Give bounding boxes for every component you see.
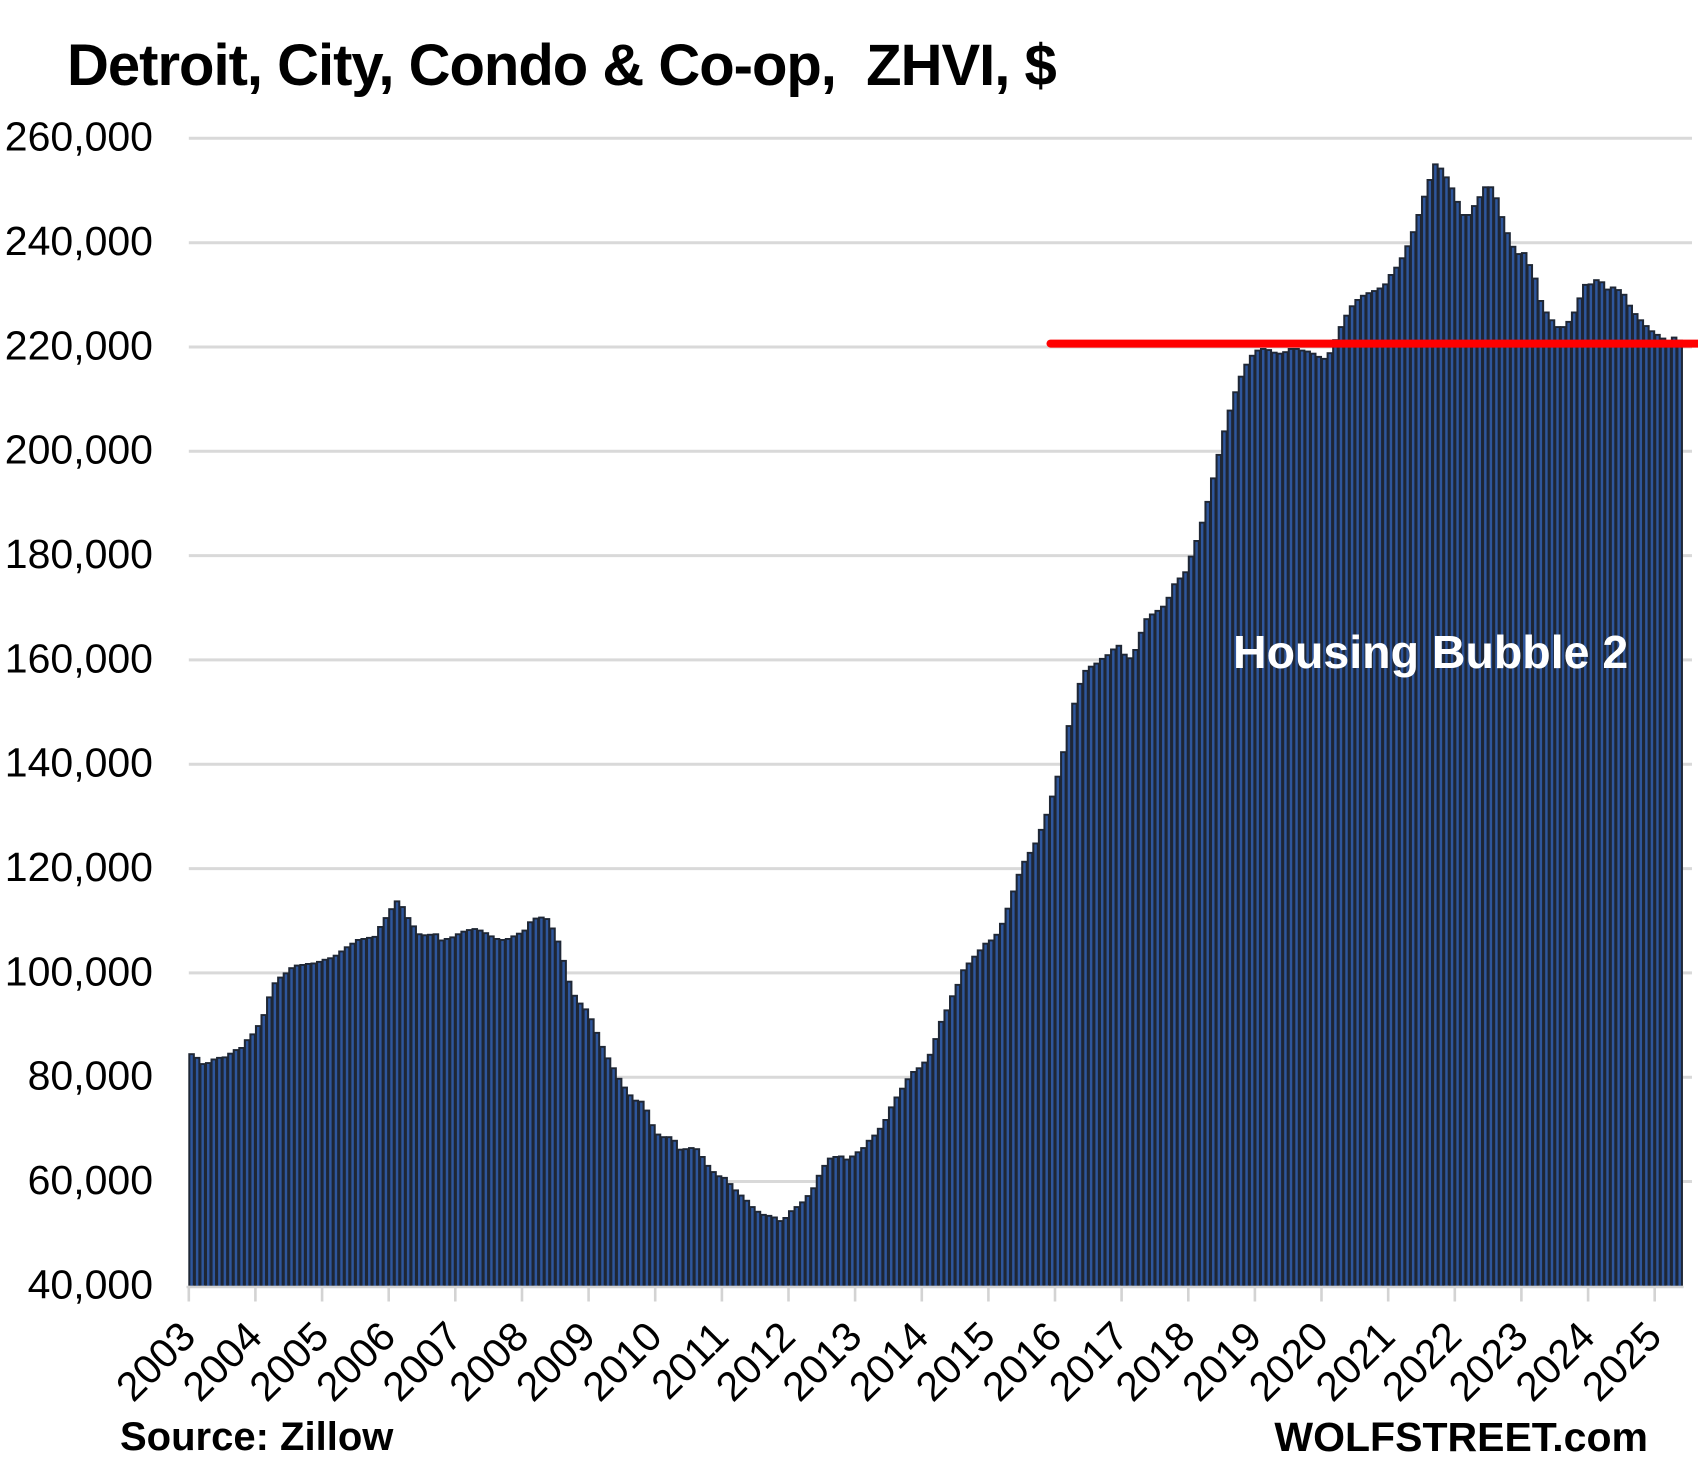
svg-text:220,000: 220,000: [5, 322, 153, 368]
svg-text:240,000: 240,000: [5, 218, 153, 264]
svg-text:140,000: 140,000: [5, 740, 153, 786]
svg-text:120,000: 120,000: [5, 844, 153, 890]
svg-text:Source: Zillow: Source: Zillow: [120, 1415, 394, 1459]
svg-text:180,000: 180,000: [5, 531, 153, 577]
svg-text:80,000: 80,000: [28, 1053, 153, 1099]
svg-text:40,000: 40,000: [28, 1261, 153, 1307]
svg-text:60,000: 60,000: [28, 1157, 153, 1203]
svg-text:Housing Bubble 2: Housing Bubble 2: [1233, 626, 1628, 678]
svg-text:160,000: 160,000: [5, 635, 153, 681]
svg-text:Detroit, City, Condo & Co-op,: Detroit, City, Condo & Co-op, ZHVI, $: [67, 33, 1056, 98]
svg-text:WOLFSTREET.com: WOLFSTREET.com: [1274, 1414, 1648, 1460]
svg-text:100,000: 100,000: [5, 948, 153, 994]
svg-text:260,000: 260,000: [5, 114, 153, 160]
svg-text:200,000: 200,000: [5, 427, 153, 473]
